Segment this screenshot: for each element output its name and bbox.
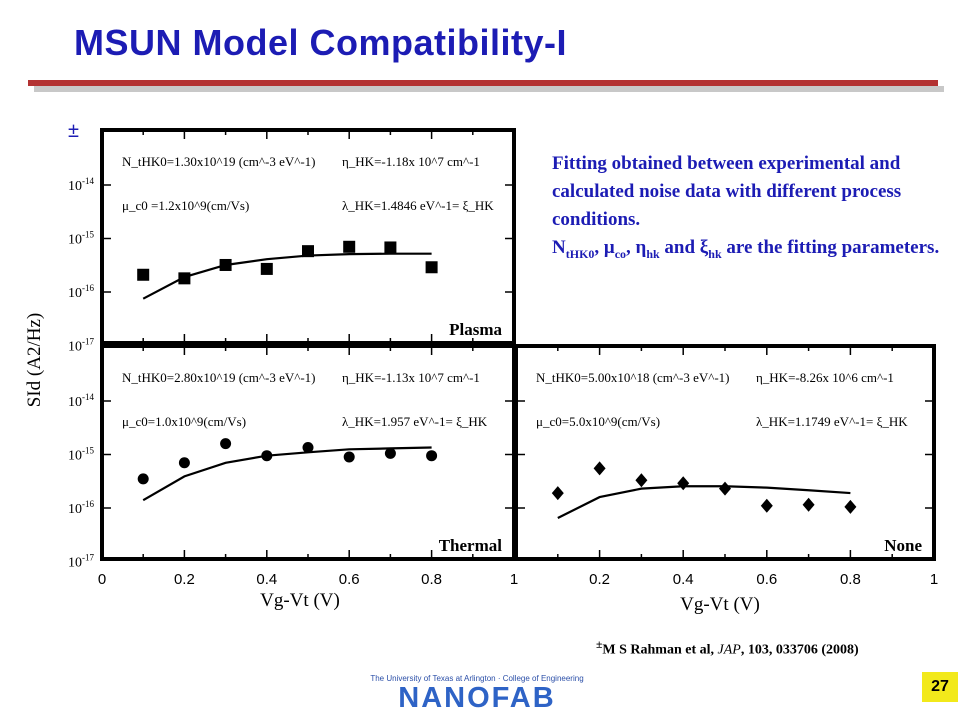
- title-rule-shadow: [34, 86, 944, 92]
- y-tick-label: 10-17: [68, 553, 94, 571]
- x-tick-label: 1: [930, 571, 938, 588]
- page-title: MSUN Model Compatibility-I: [74, 22, 567, 63]
- page-number: 27: [922, 672, 958, 702]
- data-point: [302, 442, 314, 454]
- y-tick-label: 10-15: [68, 230, 94, 248]
- description-text: Fitting obtained between experimental an…: [552, 150, 942, 268]
- description-line2: NtHK0, μco, ηhk and ξhk are the fitting …: [552, 237, 940, 261]
- data-point: [178, 272, 191, 285]
- description-line1: Fitting obtained between experimental an…: [552, 153, 902, 230]
- x-tick-label: 0.8: [421, 571, 442, 588]
- data-point: [593, 461, 606, 476]
- fit-line: [142, 446, 432, 502]
- param-eta: η_HK=-8.26x 10^6 cm^-1: [756, 370, 894, 385]
- param-n: N_tHK0=2.80x10^19 (cm^-3 eV^-1): [122, 370, 316, 385]
- data-point: [384, 241, 397, 254]
- data-point: [802, 497, 815, 512]
- panel-label: Thermal: [439, 536, 503, 555]
- data-point: [178, 457, 190, 469]
- x-tick-label: 0.6: [339, 571, 360, 588]
- x-tick-label: 0.2: [174, 571, 195, 588]
- param-eta: η_HK=-1.13x 10^7 cm^-1: [342, 370, 480, 385]
- fit-line: [142, 252, 432, 300]
- y-tick-label: 10-15: [68, 446, 94, 464]
- y-tick-label: 10-14: [68, 392, 94, 410]
- data-point: [425, 261, 438, 274]
- data-point: [844, 499, 857, 514]
- data-point: [343, 240, 356, 253]
- data-point: [635, 473, 648, 488]
- data-point: [137, 473, 149, 485]
- param-lambda: λ_HK=1.4846 eV^-1= ξ_HK: [342, 198, 494, 213]
- data-point: [220, 438, 232, 450]
- logo-wordmark: NANOFAB: [398, 682, 556, 714]
- x-axis-label: Vg-Vt (V): [260, 590, 340, 611]
- y-axis-label: SId (A2/Hz): [24, 313, 45, 407]
- data-point: [426, 450, 438, 462]
- data-point: [343, 451, 355, 463]
- logo-subtitle: The University of Texas at Arlington · C…: [370, 674, 584, 683]
- nanofab-logo: The University of Texas at Arlington · C…: [366, 674, 588, 716]
- panel-label: None: [884, 536, 922, 555]
- x-tick-label: 0.4: [256, 571, 277, 588]
- data-point: [137, 268, 150, 281]
- param-lambda: λ_HK=1.1749 eV^-1= ξ_HK: [756, 414, 908, 429]
- param-lambda: λ_HK=1.957 eV^-1= ξ_HK: [342, 414, 488, 429]
- param-n: N_tHK0=1.30x10^19 (cm^-3 eV^-1): [122, 154, 316, 169]
- reference-mark: ±: [68, 120, 79, 142]
- title-rule: [28, 80, 938, 86]
- param-eta: η_HK=-1.18x 10^7 cm^-1: [342, 154, 480, 169]
- y-tick-label: 10-14: [68, 176, 94, 194]
- x-tick-label: 0: [98, 571, 106, 588]
- param-n: N_tHK0=5.00x10^18 (cm^-3 eV^-1): [536, 370, 730, 385]
- data-point: [760, 498, 773, 513]
- data-point: [719, 481, 731, 496]
- param-mu: μ_c0=1.0x10^9(cm/Vs): [122, 414, 246, 429]
- data-point: [261, 450, 273, 462]
- x-axis-label: Vg-Vt (V): [680, 594, 760, 615]
- panel-label: Plasma: [449, 320, 502, 339]
- fit-line: [557, 485, 851, 519]
- x-tick-label: 1: [510, 571, 518, 588]
- y-tick-label: 10-16: [68, 283, 94, 301]
- data-point: [302, 245, 314, 258]
- citation: ±M S Rahman et al, JAP, 103, 033706 (200…: [596, 638, 859, 658]
- x-tick-label: 0.4: [673, 571, 694, 588]
- data-point: [677, 476, 690, 491]
- data-point: [260, 262, 273, 275]
- x-tick-label: 0.2: [589, 571, 610, 588]
- data-point: [384, 447, 396, 459]
- param-mu: μ_c0=5.0x10^9(cm/Vs): [536, 414, 660, 429]
- x-tick-label: 0.6: [756, 571, 777, 588]
- y-tick-label: 10-17: [68, 337, 94, 355]
- y-tick-label: 10-16: [68, 499, 94, 517]
- x-tick-label: 0.8: [840, 571, 861, 588]
- data-point: [219, 258, 232, 271]
- param-mu: μ_c0 =1.2x10^9(cm/Vs): [122, 198, 249, 213]
- data-point: [551, 486, 564, 501]
